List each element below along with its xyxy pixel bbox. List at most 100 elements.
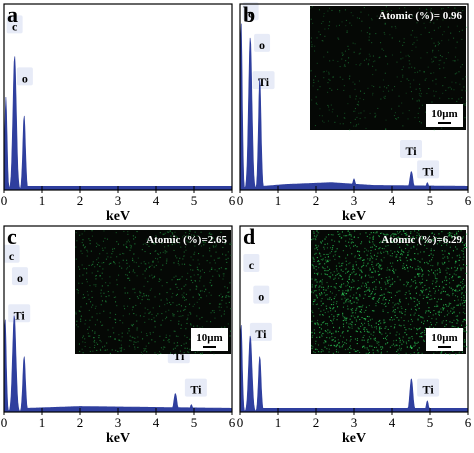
- inset-dot: [341, 265, 343, 267]
- inset-dot: [351, 310, 353, 312]
- inset-dot: [144, 270, 146, 272]
- inset-dot: [365, 290, 367, 292]
- inset-dot: [86, 281, 88, 283]
- inset-dot: [322, 333, 324, 335]
- inset-dot: [322, 350, 324, 352]
- inset-dot: [442, 290, 444, 292]
- inset-dot: [342, 314, 344, 316]
- inset-dot: [356, 307, 358, 309]
- inset-dot: [348, 48, 350, 50]
- inset-dot: [157, 261, 159, 263]
- inset-dot: [438, 311, 440, 313]
- inset-dot: [356, 103, 358, 105]
- inset-dot: [381, 248, 383, 250]
- inset-dot: [314, 75, 316, 77]
- inset-dot: [363, 335, 365, 337]
- inset-dot: [384, 337, 386, 339]
- inset-dot: [210, 350, 212, 352]
- inset-dot: [458, 276, 460, 278]
- inset-dot: [374, 232, 376, 234]
- inset-dot: [311, 239, 313, 241]
- inset-dot: [86, 255, 88, 257]
- inset-dot: [400, 325, 402, 327]
- inset-dot: [423, 71, 425, 73]
- inset-dot: [351, 321, 353, 323]
- inset-dot: [351, 281, 353, 283]
- inset-dot: [316, 247, 318, 249]
- inset-dot: [373, 254, 375, 256]
- inset-dot: [176, 293, 178, 295]
- inset-dot: [363, 345, 365, 347]
- inset-dot: [314, 278, 316, 280]
- inset-dot: [326, 308, 328, 310]
- inset-dot: [410, 314, 412, 316]
- inset-dot: [421, 275, 423, 277]
- inset-dot: [197, 259, 199, 261]
- inset-dot: [428, 88, 430, 90]
- inset-dot: [211, 267, 213, 269]
- inset-dot: [402, 230, 404, 232]
- inset-dot: [159, 232, 161, 234]
- inset-dot: [105, 282, 107, 284]
- inset-dot: [342, 78, 344, 80]
- inset-dot: [392, 302, 394, 304]
- inset-dot: [365, 249, 367, 251]
- inset-dot: [169, 230, 171, 232]
- inset-dot: [213, 353, 215, 355]
- inset-dot: [230, 330, 232, 332]
- inset-dot: [447, 305, 449, 307]
- inset-dot: [411, 320, 413, 322]
- inset-dot: [314, 352, 316, 354]
- inset-dot: [415, 88, 417, 90]
- inset-dot: [398, 95, 400, 97]
- inset-dot: [458, 259, 460, 261]
- panel-label: a: [7, 2, 18, 27]
- inset-dot: [313, 351, 315, 353]
- inset-dot: [388, 269, 390, 271]
- inset-dot: [322, 40, 324, 42]
- inset-dot: [429, 21, 431, 23]
- inset-dot: [416, 328, 418, 330]
- inset-dot: [111, 253, 113, 255]
- inset-dot: [438, 237, 440, 239]
- inset-dot: [102, 346, 104, 348]
- inset-dot: [419, 121, 421, 123]
- peak-label-ti: Ti: [173, 349, 185, 363]
- inset-dot: [457, 284, 459, 286]
- inset-dot: [77, 326, 79, 328]
- inset-dot: [371, 264, 373, 266]
- x-tick-label: 3: [115, 415, 122, 430]
- inset-dot: [419, 83, 421, 85]
- inset-dot: [224, 326, 226, 328]
- inset-dot: [186, 240, 188, 242]
- inset-dot: [378, 301, 380, 303]
- inset-dot: [431, 283, 433, 285]
- inset-dot: [115, 232, 117, 234]
- inset-dot: [367, 289, 369, 291]
- inset-dot: [332, 322, 334, 324]
- x-tick-label: 0: [237, 415, 244, 430]
- inset-dot: [345, 293, 347, 295]
- inset-dot: [89, 346, 91, 348]
- inset-dot: [433, 129, 435, 131]
- inset-dot: [431, 318, 433, 320]
- inset-dot: [192, 296, 194, 298]
- inset-dot: [345, 285, 347, 287]
- inset-dot: [328, 316, 330, 318]
- inset-dot: [209, 262, 211, 264]
- inset-dot: [393, 309, 395, 311]
- inset-dot: [409, 266, 411, 268]
- inset-dot: [123, 305, 125, 307]
- inset-dot: [102, 240, 104, 242]
- inset-dot: [334, 286, 336, 288]
- inset-dot: [348, 241, 350, 243]
- inset-dot: [336, 25, 338, 27]
- inset-dot: [172, 315, 174, 317]
- inset-dot: [432, 49, 434, 51]
- inset-dot: [456, 286, 458, 288]
- inset-dot: [315, 244, 317, 246]
- x-tick-label: 4: [153, 415, 160, 430]
- inset-dot: [148, 299, 150, 301]
- inset-dot: [360, 63, 362, 65]
